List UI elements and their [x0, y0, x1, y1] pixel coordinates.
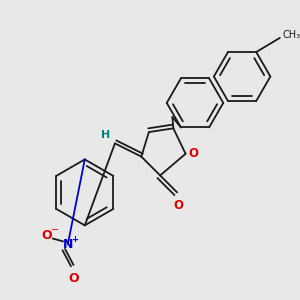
Text: O: O — [173, 199, 183, 212]
Text: −: − — [51, 225, 59, 235]
Text: CH₃: CH₃ — [283, 30, 300, 40]
Text: +: + — [71, 235, 78, 244]
Text: O: O — [68, 272, 79, 284]
Text: O: O — [42, 229, 52, 242]
Text: N: N — [63, 238, 73, 251]
Text: O: O — [188, 147, 198, 160]
Text: H: H — [101, 130, 110, 140]
